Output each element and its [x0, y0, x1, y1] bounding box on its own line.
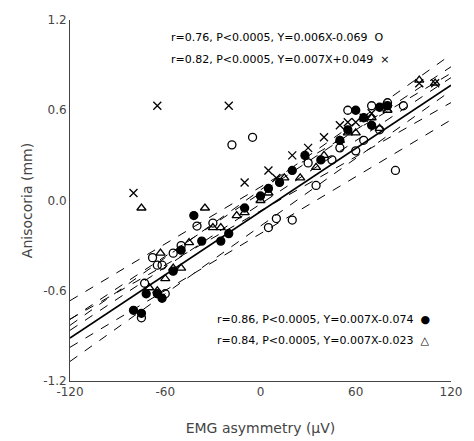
- svg-text:60: 60: [348, 385, 363, 399]
- svg-text:-0.6: -0.6: [43, 284, 66, 298]
- svg-text:1.2: 1.2: [48, 13, 67, 27]
- svg-text:r=0.82, P<0.0005, Y=0.007X+0.0: r=0.82, P<0.0005, Y=0.007X+0.049 ×: [171, 53, 389, 66]
- svg-text:-1.2: -1.2: [43, 374, 66, 388]
- svg-text:r=0.76, P<0.0005, Y=0.006X-0.0: r=0.76, P<0.0005, Y=0.006X-0.069 O: [171, 31, 383, 44]
- svg-text:r=0.86, P<0.0005, Y=0.007X-0.0: r=0.86, P<0.0005, Y=0.007X-0.074 ●: [217, 313, 430, 326]
- svg-text:-60: -60: [155, 385, 175, 399]
- svg-text:0: 0: [257, 385, 265, 399]
- svg-text:120: 120: [440, 385, 463, 399]
- svg-text:r=0.84, P<0.0005, Y=0.007X-0.0: r=0.84, P<0.0005, Y=0.007X-0.023 △: [217, 334, 429, 347]
- svg-text:0.6: 0.6: [48, 103, 67, 117]
- svg-text:EMG asymmetry (μV): EMG asymmetry (μV): [186, 420, 336, 436]
- svg-text:0.0: 0.0: [48, 194, 67, 208]
- svg-text:Anisocoria (mm): Anisocoria (mm): [19, 143, 35, 258]
- svg-text:-120: -120: [56, 385, 83, 399]
